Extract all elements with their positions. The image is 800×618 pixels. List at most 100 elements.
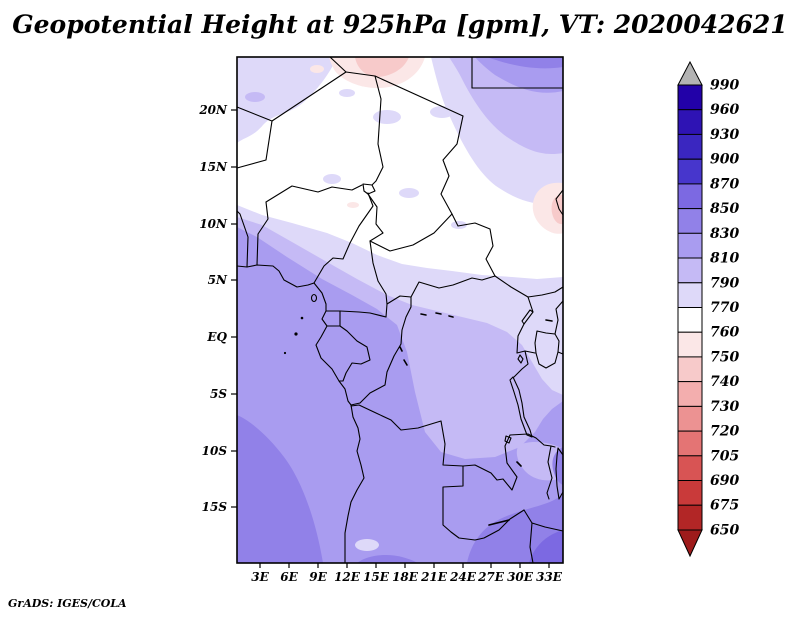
colorbar-cell: [677, 381, 703, 407]
border-chad-cameroon: [367, 193, 384, 242]
border-niger-chad: [371, 75, 384, 186]
lat-label: 15S: [202, 500, 228, 514]
colorbar-cell: [677, 405, 703, 432]
colorbar-cell: [677, 455, 703, 482]
colorbar-label: 960: [710, 102, 739, 118]
colorbar-label: 790: [710, 275, 739, 291]
field-band-830-850-bottom: [357, 555, 417, 563]
colorbar-label: 900: [710, 152, 739, 168]
lat-label: 10N: [199, 217, 228, 231]
colorbar-label: 720: [710, 424, 739, 440]
colorbar-label: 740: [710, 374, 739, 390]
field-speck: [339, 89, 355, 97]
map-panel: 20N 15N 10N 5N EQ 5S 10S 15S: [198, 56, 564, 584]
colorbar-cell: [677, 208, 703, 234]
coastline-atlantic: [236, 264, 365, 564]
field-band-850-870-corner: [529, 530, 563, 563]
colorbar-label: 750: [710, 349, 739, 365]
colorbar-label: 830: [710, 226, 739, 242]
colorbar-cell: [677, 84, 703, 111]
lat-label: 10S: [202, 444, 228, 458]
border-car-sudan: [451, 213, 496, 277]
border-cameroon-car: [369, 240, 388, 305]
border-cameroon-gabon-congo: [339, 303, 388, 318]
border-chad-sudan: [440, 115, 464, 215]
river-dash-1: [420, 313, 427, 316]
field-speck: [399, 188, 419, 198]
island-annobon: [283, 351, 287, 355]
border-kenya-tanzania: [557, 351, 564, 355]
colorbar-label: 760: [710, 325, 739, 341]
island-sao-tome: [294, 332, 298, 336]
field-band-750-760-east: [532, 182, 563, 234]
lon-label: 27E: [477, 570, 505, 584]
field-band-830-850-rightedge: [552, 447, 563, 485]
field-speck: [323, 174, 341, 184]
border-togo-benin: [236, 210, 249, 268]
colorbar-label: 730: [710, 399, 739, 415]
lon-label: 24E: [449, 570, 477, 584]
field-band-770-790-northwest: [237, 57, 337, 143]
river-dash-3: [448, 315, 454, 318]
border-sudan-uganda-kenya: [494, 275, 564, 298]
field-speck: [245, 92, 265, 102]
lat-label: 5S: [210, 387, 227, 401]
lake-victoria: [534, 330, 560, 369]
field-band-740-750-top: [355, 57, 409, 78]
lake-kariba: [488, 519, 510, 526]
colorbar-over-triangle: [677, 60, 703, 86]
lon-label: 9E: [309, 570, 327, 584]
border-angola-drc: [350, 404, 464, 467]
island-bioko: [310, 293, 318, 303]
border-zimbabwe-mozambique: [523, 509, 564, 532]
lon-label: 33E: [536, 570, 563, 584]
colorbar-cell: [677, 183, 703, 210]
field-patch-790-810-malawi: [516, 442, 563, 481]
border-car-drc: [386, 275, 496, 305]
border-zimbabwe-south: [529, 522, 534, 564]
colorbar-label: 705: [710, 448, 739, 464]
colorbar-cell: [677, 356, 703, 383]
border-ethiopia-sudan: [555, 189, 564, 216]
border-zambia-malawi: [546, 445, 553, 500]
island-principe: [300, 316, 304, 320]
colorbar-cell: [677, 331, 703, 358]
colorbar-label: 930: [710, 127, 739, 143]
colorbar-label: 675: [710, 498, 739, 514]
lon-label: 30E: [507, 570, 534, 584]
colorbar: 990 960 930 900 870 850 830 810 790 770 …: [677, 60, 739, 558]
field-speck: [451, 221, 467, 229]
shaded-field: [237, 57, 563, 563]
colorbar-cell: [677, 232, 703, 259]
map-frame: [236, 56, 564, 564]
colorbar-label: 870: [710, 176, 739, 192]
colorbar-label: 810: [710, 251, 739, 267]
lon-label: 12E: [334, 570, 361, 584]
field-speck: [430, 106, 454, 118]
lon-label: 21E: [420, 570, 448, 584]
border-rwanda-burundi-tanzania: [513, 350, 529, 378]
country-borders: [236, 56, 564, 564]
colorbar-cell: [677, 430, 703, 457]
colorbar-cell: [677, 109, 703, 135]
border-mali-niger: [236, 120, 273, 169]
longitude-axis: 3E 6E 9E 12E 15E 18E 21E 24E 27E 30E 33E: [251, 563, 563, 584]
lat-label: 20N: [198, 103, 228, 117]
colorbar-cell: [677, 480, 703, 506]
lake-mweru: [504, 435, 512, 444]
lon-label: 18E: [392, 570, 419, 584]
border-uganda-sudan: [527, 296, 534, 313]
lat-label: EQ: [206, 330, 227, 344]
border-congo-drc: [350, 296, 412, 406]
border-zambia-tanzania: [527, 433, 556, 448]
colorbar-under-triangle: [677, 529, 703, 558]
colorbar-cell: [677, 282, 703, 309]
field-speck: [355, 539, 379, 551]
colorbar-cell: [677, 504, 703, 531]
field-pink-speck: [347, 202, 359, 208]
lat-label: 15N: [199, 160, 228, 174]
colorbar-label: 770: [710, 300, 739, 316]
border-uganda-kenya: [554, 300, 564, 335]
